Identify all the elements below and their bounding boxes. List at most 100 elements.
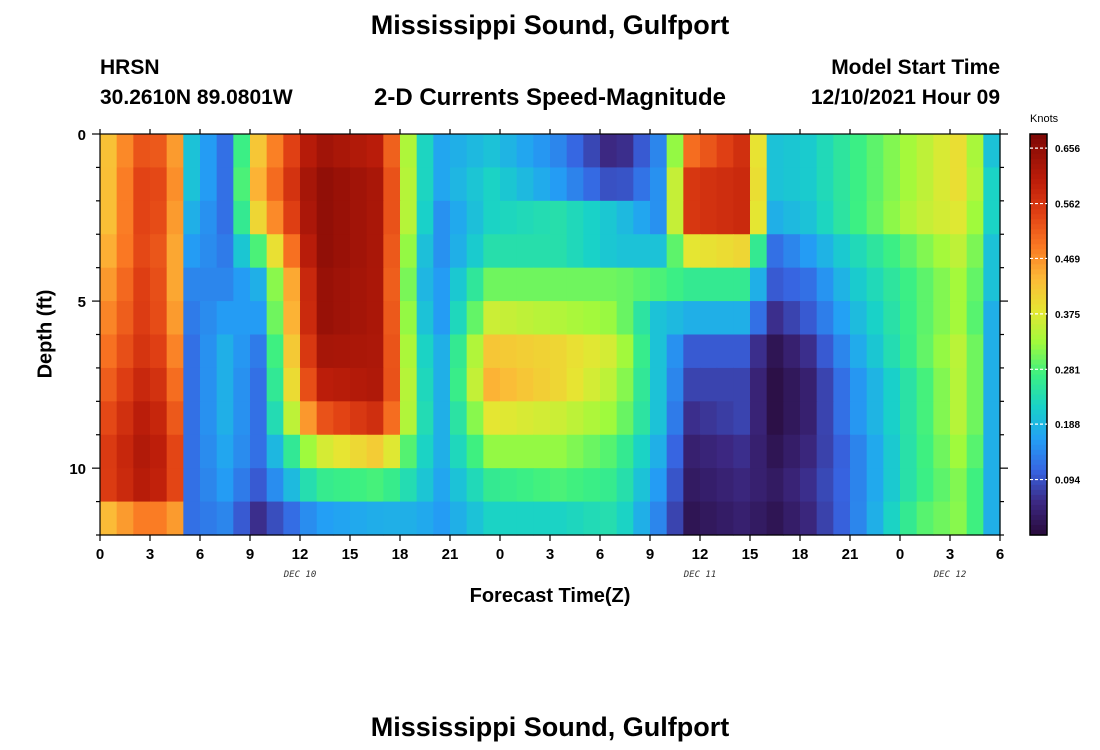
heatmap-cell	[200, 501, 218, 536]
heatmap-cell	[400, 301, 418, 336]
heatmap-cell	[416, 301, 434, 336]
heatmap-cell	[300, 334, 318, 369]
heatmap-cell	[216, 267, 234, 302]
heatmap-cell	[800, 334, 818, 369]
heatmap-cell	[766, 401, 784, 436]
heatmap-cell	[566, 200, 584, 235]
colorbar-segment	[1030, 304, 1047, 311]
heatmap-cell	[433, 434, 451, 469]
heatmap-cell	[816, 267, 834, 302]
colorbar-segment	[1030, 519, 1047, 526]
heatmap-cell	[266, 334, 284, 369]
heatmap-cell	[500, 134, 518, 169]
heatmap-cell	[450, 301, 468, 336]
heatmap-cell	[800, 367, 818, 402]
heatmap-cell	[850, 301, 868, 336]
x-tick-label: 0	[96, 546, 104, 563]
heatmap-cell	[950, 501, 968, 536]
heatmap-cell	[333, 234, 351, 269]
footer-title: Mississippi Sound, Gulfport	[370, 712, 730, 742]
heatmap-cell	[866, 134, 884, 169]
heatmap-cell	[133, 468, 151, 503]
heatmap-cell	[700, 501, 718, 536]
colorbar-segment	[1030, 489, 1047, 496]
x-tick-label: 3	[946, 546, 954, 563]
heatmap-cell	[183, 301, 201, 336]
heatmap-cell	[766, 501, 784, 536]
colorbar-segment	[1030, 174, 1047, 180]
colorbar-segment	[1030, 394, 1047, 401]
x-tick-label: 6	[996, 546, 1004, 563]
heatmap-cell	[150, 334, 168, 369]
heatmap-cell	[883, 301, 901, 336]
heatmap-cell	[950, 367, 968, 402]
heatmap-cell	[600, 401, 618, 436]
heatmap-cell	[900, 167, 918, 202]
colorbar-segment	[1030, 384, 1047, 391]
colorbar-segment	[1030, 499, 1047, 506]
heatmap-cell	[966, 200, 984, 235]
heatmap-cell	[633, 301, 651, 336]
heatmap-cell	[116, 301, 134, 336]
heatmap-cell	[883, 267, 901, 302]
heatmap-cell	[966, 501, 984, 536]
heatmap-cell	[250, 167, 268, 202]
heatmap-cell	[133, 301, 151, 336]
station-coordinates: 30.2610N 89.0801W	[100, 86, 293, 109]
heatmap-cell	[683, 134, 701, 169]
heatmap-cell	[366, 468, 384, 503]
colorbar-segment	[1030, 434, 1047, 441]
heatmap-cell	[633, 501, 651, 536]
heatmap-cell	[850, 167, 868, 202]
heatmap-cell	[533, 334, 551, 369]
heatmap-cell	[700, 134, 718, 169]
heatmap-cell	[650, 434, 668, 469]
x-tick-label: 15	[342, 546, 359, 563]
heatmap-cell	[783, 134, 801, 169]
heatmap-cells	[100, 134, 1001, 536]
heatmap-cell	[916, 401, 934, 436]
heatmap-cell	[283, 301, 301, 336]
colorbar-segment	[1030, 464, 1047, 471]
heatmap-cell	[750, 501, 768, 536]
heatmap-cell	[733, 167, 751, 202]
heatmap-cell	[900, 200, 918, 235]
heatmap-cell	[933, 301, 951, 336]
heatmap-cell	[966, 434, 984, 469]
heatmap-cell	[716, 434, 734, 469]
heatmap-cell	[400, 401, 418, 436]
heatmap-cell	[266, 134, 284, 169]
heatmap-cell	[400, 434, 418, 469]
heatmap-cell	[333, 267, 351, 302]
heatmap-cell	[216, 301, 234, 336]
heatmap-cell	[583, 334, 601, 369]
heatmap-cell	[833, 301, 851, 336]
x-axis-ticks: 0 3 6 9 12 15 18 21 0 3 6 9 12 15 18 21 0 3 6	[96, 129, 1004, 563]
heatmap-cell	[583, 200, 601, 235]
x-tick-label: 0	[896, 546, 904, 563]
heatmap-cell	[316, 401, 334, 436]
heatmap-cell	[433, 468, 451, 503]
heatmap-cell	[783, 367, 801, 402]
heatmap-cell	[100, 468, 118, 503]
heatmap-cell	[583, 501, 601, 536]
heatmap-cell	[883, 468, 901, 503]
heatmap-cell	[300, 434, 318, 469]
x-tick-label: 3	[146, 546, 154, 563]
heatmap-cell	[233, 167, 251, 202]
heatmap-cell	[933, 267, 951, 302]
heatmap-cell	[550, 468, 568, 503]
heatmap-cell	[883, 200, 901, 235]
heatmap-cell	[833, 234, 851, 269]
colorbar-segment	[1030, 209, 1047, 215]
heatmap-cell	[666, 234, 684, 269]
colorbar-segment	[1030, 419, 1047, 426]
colorbar-segment	[1030, 279, 1047, 285]
heatmap-cell	[533, 501, 551, 536]
heatmap-cell	[950, 468, 968, 503]
heatmap-cell	[900, 434, 918, 469]
heatmap-cell	[183, 167, 201, 202]
x-tick-label: 0	[496, 546, 504, 563]
x-tick-label: 21	[442, 546, 459, 563]
